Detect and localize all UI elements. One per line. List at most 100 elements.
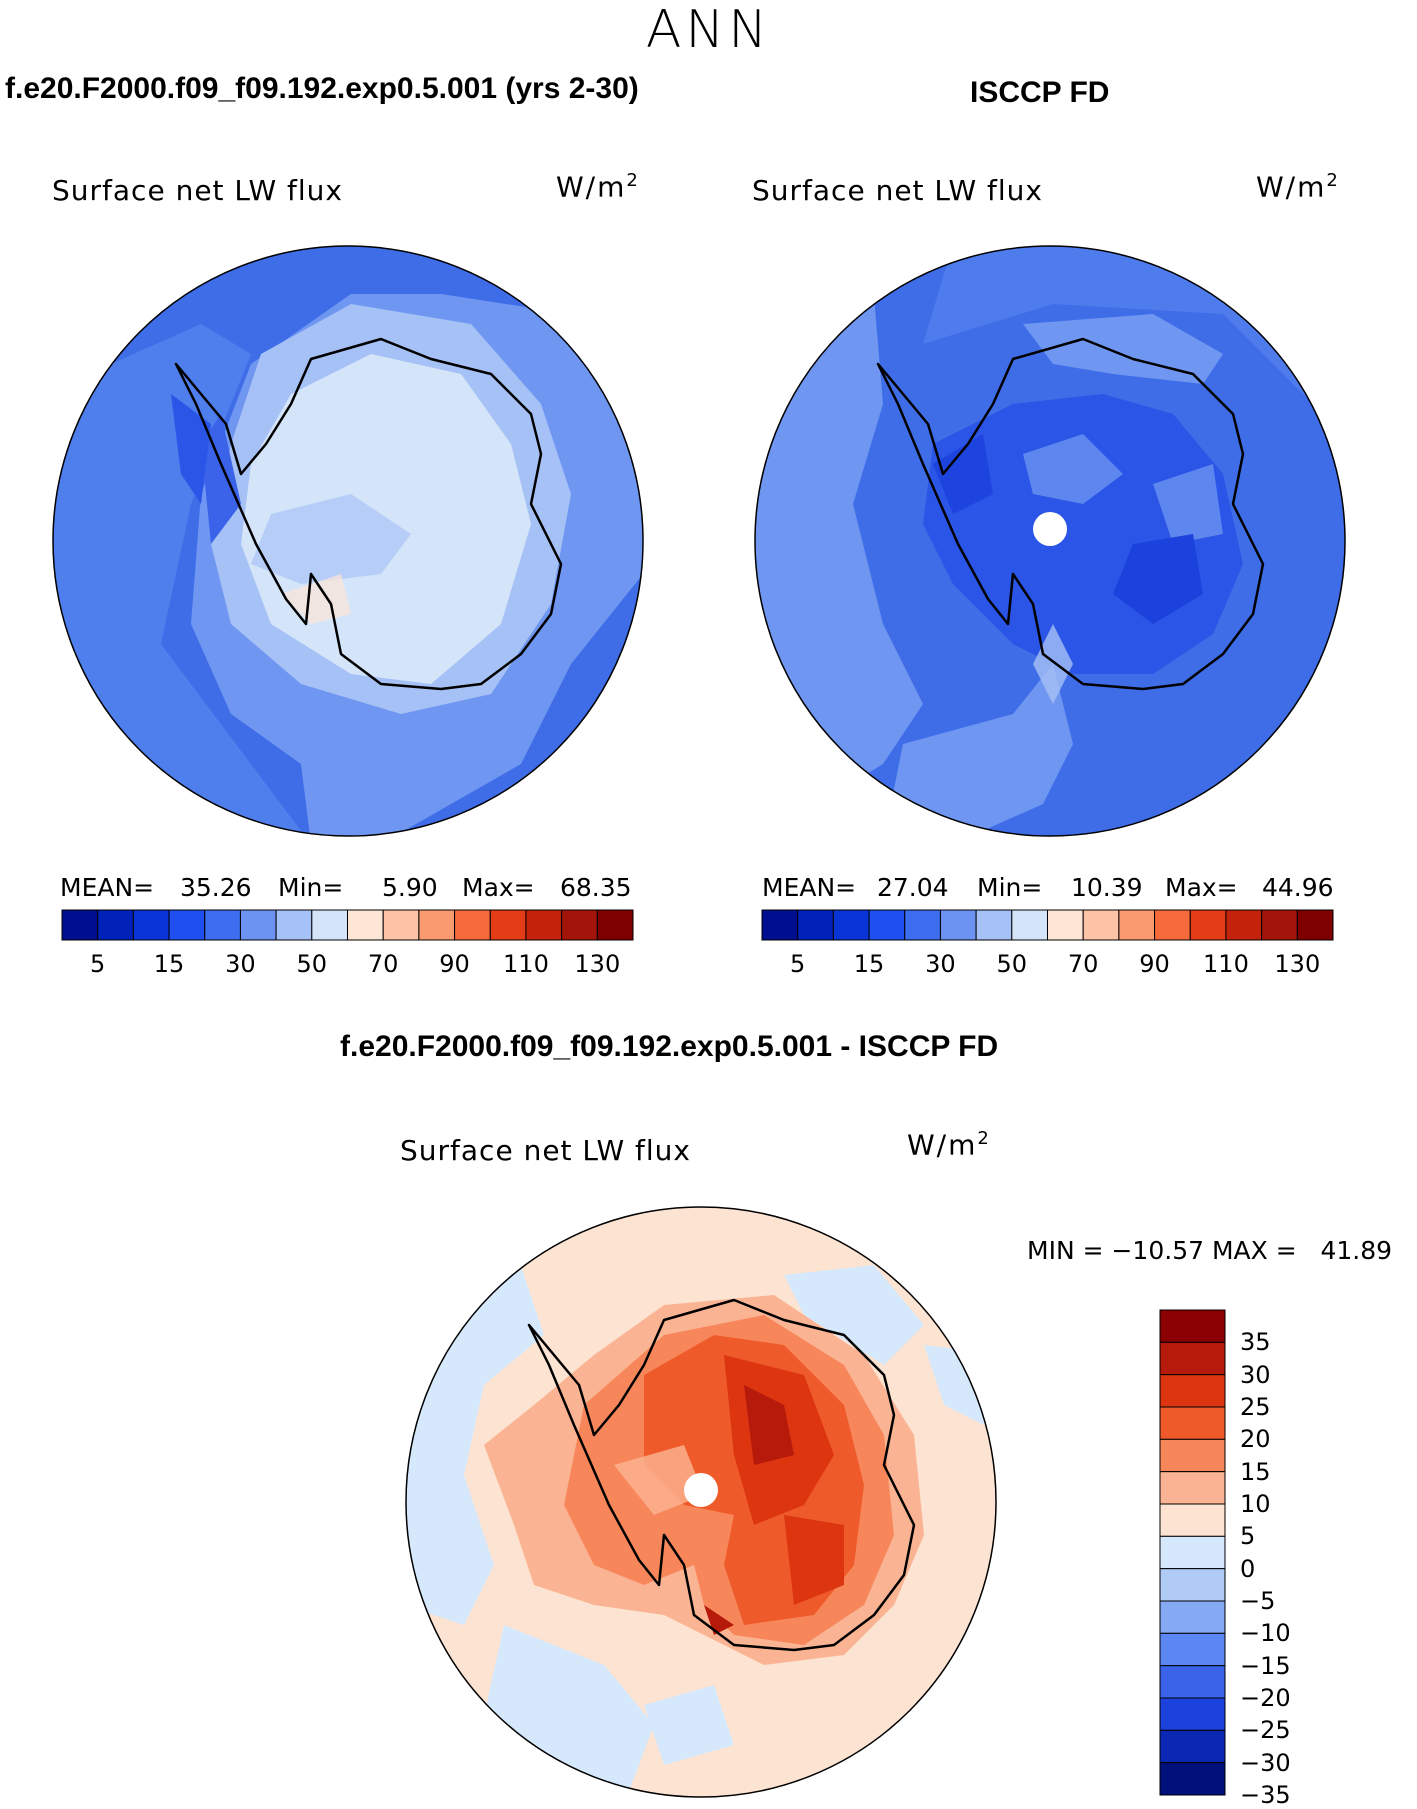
colorbar-swatch bbox=[761, 909, 799, 941]
diff-colorbar-swatch bbox=[1159, 1632, 1226, 1667]
colorbar-tick-label: 70 bbox=[367, 950, 399, 978]
colorbar-tick-label: 90 bbox=[1139, 950, 1170, 978]
colorbar-tick-label: 15 bbox=[853, 950, 885, 978]
obs-colorbar-labels: 5 15 30 50 70 90 110 130 bbox=[762, 950, 1333, 980]
model-colorbar bbox=[61, 909, 634, 941]
colorbar-swatch bbox=[1296, 909, 1334, 941]
diff-colorbar bbox=[1159, 1309, 1226, 1796]
diff-colorbar-tick-label: −5 bbox=[1240, 1587, 1276, 1615]
model-max-value: 68.35 bbox=[560, 873, 632, 902]
diff-colorbar-tick-label: 5 bbox=[1240, 1522, 1256, 1551]
diff-colorbar-tick-label: −10 bbox=[1240, 1619, 1291, 1648]
obs-polar-map bbox=[754, 245, 1346, 837]
colorbar-swatch bbox=[1047, 909, 1084, 941]
diff-colorbar-tick-label: 30 bbox=[1240, 1360, 1271, 1389]
obs-min-label: Min= bbox=[977, 873, 1043, 902]
colorbar-swatch bbox=[975, 909, 1013, 941]
obs-mean-value: 27.04 bbox=[877, 873, 949, 902]
colorbar-swatch bbox=[489, 909, 527, 941]
colorbar-swatch bbox=[904, 909, 941, 941]
diff-variable-label: Surface net LW flux bbox=[400, 1134, 691, 1167]
colorbar-tick-label: 50 bbox=[996, 950, 1028, 978]
colorbar-tick-label: 110 bbox=[1203, 950, 1249, 978]
colorbar-swatch bbox=[868, 909, 906, 941]
colorbar-swatch bbox=[939, 909, 977, 941]
diff-panel-title: f.e20.F2000.f09_f09.192.exp0.5.001 - ISC… bbox=[340, 1030, 999, 1063]
diff-colorbar-swatch bbox=[1159, 1341, 1226, 1376]
colorbar-swatch bbox=[311, 909, 348, 941]
colorbar-swatch bbox=[275, 909, 313, 941]
obs-mean-label: MEAN= bbox=[762, 873, 857, 902]
diff-colorbar-swatch bbox=[1159, 1438, 1226, 1473]
diff-colorbar-swatch bbox=[1159, 1471, 1226, 1505]
colorbar-tick-label: 50 bbox=[296, 950, 328, 978]
colorbar-swatch bbox=[832, 909, 870, 941]
colorbar-swatch bbox=[97, 909, 134, 941]
colorbar-tick-label: 5 bbox=[90, 950, 106, 978]
obs-colorbar bbox=[761, 909, 1334, 941]
colorbar-swatch bbox=[168, 909, 206, 941]
diff-colorbar-swatch bbox=[1159, 1600, 1226, 1634]
colorbar-swatch bbox=[1011, 909, 1048, 941]
diff-colorbar-labels: 35 30 25 20 15 10 5 0 −5 −10 −15 −20 −25 −30 −35 bbox=[1240, 1310, 1340, 1809]
diff-polar-map bbox=[405, 1206, 997, 1798]
colorbar-swatch bbox=[1082, 909, 1120, 941]
colorbar-tick-label: 15 bbox=[153, 950, 185, 978]
colorbar-tick-label: 130 bbox=[1274, 950, 1321, 978]
colorbar-swatch bbox=[525, 909, 563, 941]
model-units-label: W/m2 bbox=[556, 170, 640, 204]
colorbar-tick-label: 30 bbox=[225, 950, 256, 978]
colorbar-swatch bbox=[382, 909, 420, 941]
obs-max-label: Max= bbox=[1165, 873, 1238, 902]
diff-colorbar-tick-label: −30 bbox=[1240, 1748, 1291, 1777]
diff-colorbar-swatch bbox=[1159, 1568, 1226, 1602]
diff-colorbar-swatch bbox=[1159, 1535, 1226, 1570]
diff-minmax-label: MIN = −10.57 MAX = 41.89 bbox=[1027, 1236, 1393, 1265]
colorbar-swatch bbox=[132, 909, 170, 941]
model-mean-label: MEAN= bbox=[60, 873, 155, 902]
colorbar-tick-label: 70 bbox=[1067, 950, 1099, 978]
colorbar-swatch bbox=[418, 909, 456, 941]
diff-colorbar-swatch bbox=[1159, 1406, 1226, 1440]
colorbar-swatch bbox=[1118, 909, 1156, 941]
diff-colorbar-tick-label: 25 bbox=[1240, 1393, 1271, 1421]
season-title: ANN bbox=[645, 0, 772, 60]
model-polar-map bbox=[52, 245, 644, 837]
diff-colorbar-tick-label: 15 bbox=[1240, 1457, 1271, 1486]
colorbar-tick-label: 30 bbox=[925, 950, 956, 978]
obs-panel-title: ISCCP FD bbox=[970, 76, 1110, 109]
model-max-label: Max= bbox=[462, 873, 535, 902]
colorbar-swatch bbox=[1261, 909, 1298, 941]
diff-colorbar-swatch bbox=[1159, 1762, 1226, 1796]
diff-colorbar-tick-label: −20 bbox=[1240, 1684, 1291, 1712]
pole-hole-marker bbox=[1033, 512, 1067, 546]
diff-colorbar-tick-label: 35 bbox=[1240, 1328, 1271, 1357]
colorbar-swatch bbox=[204, 909, 241, 941]
diff-colorbar-tick-label: 10 bbox=[1240, 1490, 1271, 1518]
diff-colorbar-tick-label: 20 bbox=[1240, 1425, 1271, 1454]
colorbar-tick-label: 90 bbox=[439, 950, 470, 978]
diff-units-label: W/m2 bbox=[907, 1128, 991, 1162]
model-variable-label: Surface net LW flux bbox=[52, 174, 343, 207]
diff-colorbar-swatch bbox=[1159, 1309, 1226, 1343]
diff-colorbar-tick-label: −25 bbox=[1240, 1716, 1291, 1745]
colorbar-swatch bbox=[347, 909, 384, 941]
model-colorbar-labels: 5 15 30 50 70 90 110 130 bbox=[62, 950, 633, 980]
obs-variable-label: Surface net LW flux bbox=[752, 174, 1043, 207]
diff-colorbar-tick-label: −35 bbox=[1240, 1781, 1291, 1809]
colorbar-swatch bbox=[561, 909, 598, 941]
model-panel-title: f.e20.F2000.f09_f09.192.exp0.5.001 (yrs … bbox=[5, 72, 639, 105]
diff-colorbar-tick-label: 0 bbox=[1240, 1554, 1256, 1583]
colorbar-swatch bbox=[239, 909, 277, 941]
colorbar-tick-label: 110 bbox=[503, 950, 549, 978]
diff-colorbar-swatch bbox=[1159, 1374, 1226, 1408]
diff-colorbar-swatch bbox=[1159, 1697, 1226, 1731]
diff-colorbar-swatch bbox=[1159, 1665, 1226, 1699]
model-mean-value: 35.26 bbox=[180, 873, 252, 902]
obs-min-value: 10.39 bbox=[1071, 873, 1143, 902]
diff-colorbar-swatch bbox=[1159, 1729, 1226, 1764]
colorbar-tick-label: 130 bbox=[574, 950, 621, 978]
colorbar-tick-label: 5 bbox=[790, 950, 806, 978]
colorbar-swatch bbox=[1225, 909, 1263, 941]
colorbar-swatch bbox=[454, 909, 491, 941]
